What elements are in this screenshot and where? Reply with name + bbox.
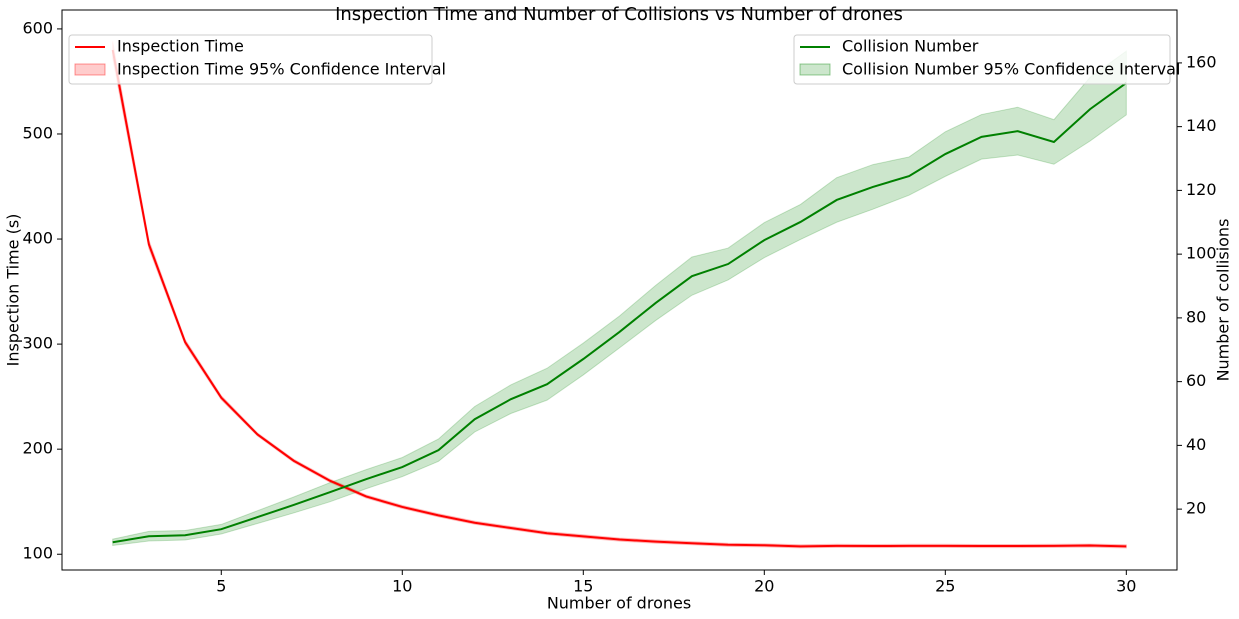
plot-frame (61, 9, 1178, 571)
x-tick-label: 10 (392, 577, 412, 596)
y-axis-label: Inspection Time (s) (4, 214, 23, 367)
confidence-band (112, 50, 1127, 547)
legend-label: Inspection Time 95% Confidence Interval (117, 60, 446, 79)
y-tick-label: 600 (22, 18, 53, 37)
line (112, 82, 1127, 544)
legend-band (799, 63, 831, 76)
legend-band (74, 63, 106, 76)
x-tick-label: 25 (935, 577, 955, 596)
chart-title: Inspection Time and Number of Collisions… (335, 4, 903, 25)
x-tick-label: 30 (1116, 577, 1136, 596)
legend-label: Collision Number 95% Confidence Interval (842, 60, 1180, 79)
confidence-band (112, 41, 1127, 549)
x-tick-label: 5 (216, 577, 226, 596)
y2-tick-label: 160 (1186, 52, 1217, 71)
x-tick-label: 20 (754, 577, 774, 596)
legend-label: Inspection Time (117, 37, 244, 56)
y2-tick-label: 60 (1186, 371, 1206, 390)
y2-tick-label: 140 (1186, 116, 1217, 135)
y2-tick-label: 20 (1186, 499, 1206, 518)
y2-tick-label: 40 (1186, 435, 1206, 454)
y-tick-label: 500 (22, 123, 53, 142)
y2-tick-label: 120 (1186, 180, 1217, 199)
line (111, 49, 1127, 548)
y-tick-label: 100 (22, 544, 53, 563)
y-tick-label: 200 (22, 439, 53, 458)
y2-axis-label: Number of collisions (1214, 219, 1233, 382)
legend-box (793, 34, 1171, 85)
x-tick-label: 15 (573, 577, 593, 596)
y-tick-label: 300 (22, 334, 53, 353)
legend-box (68, 34, 433, 85)
y2-tick-label: 80 (1186, 307, 1206, 326)
legend-label: Collision Number (842, 37, 979, 56)
x-axis-label: Number of drones (547, 594, 691, 613)
y2-tick-label: 100 (1186, 244, 1217, 263)
y-tick-label: 400 (22, 229, 53, 248)
